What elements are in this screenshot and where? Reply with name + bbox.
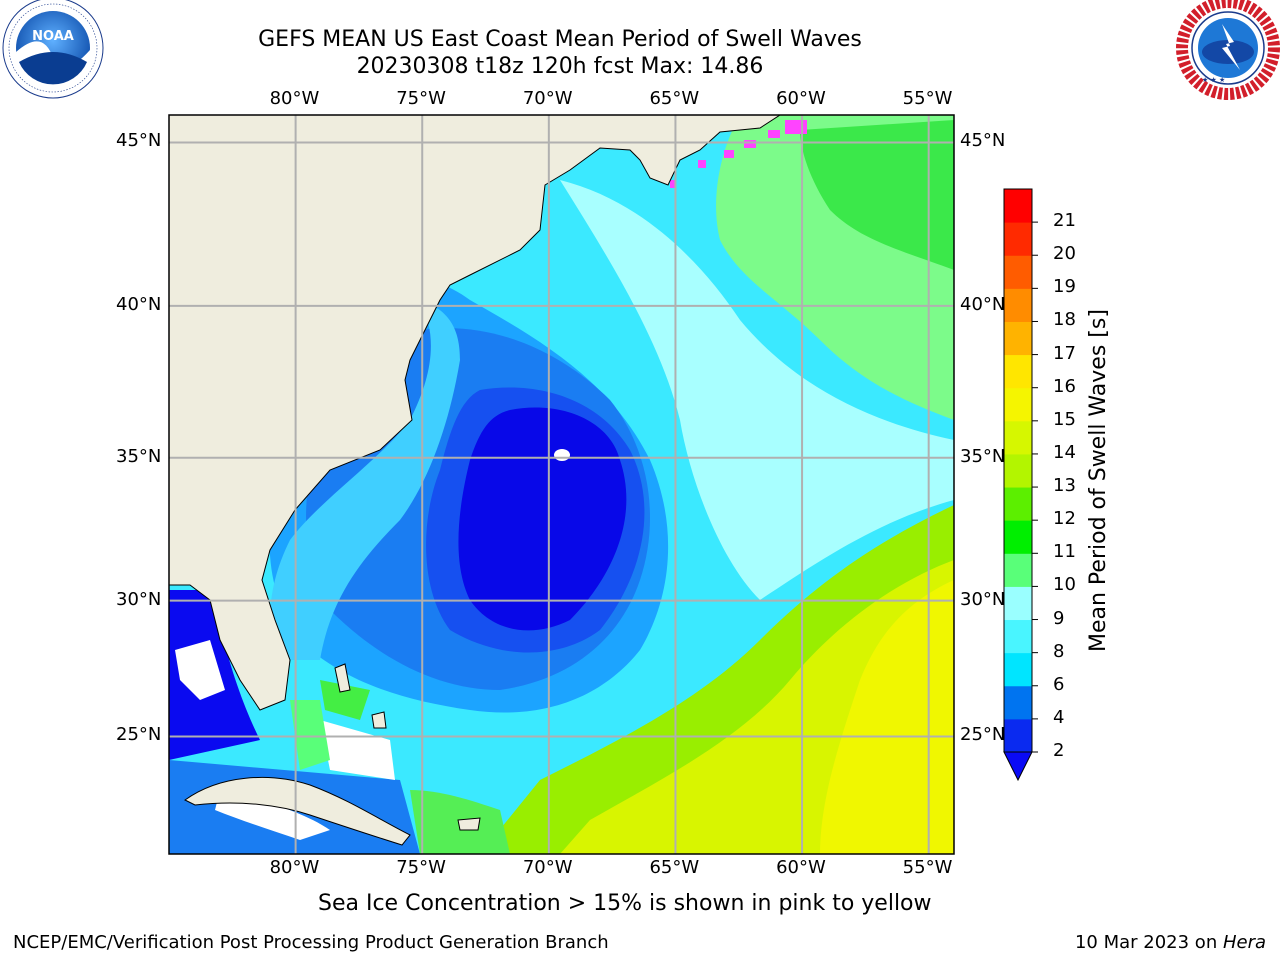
map-title: GEFS MEAN US East Coast Mean Period of S… — [258, 27, 862, 52]
colorbar-tick-label: 19 — [1053, 276, 1076, 298]
nws-logo: ★ ★ ★ — [1176, 0, 1280, 100]
colorbar-segment — [1004, 718, 1032, 753]
noaa-logo-text: NOAA — [32, 29, 74, 44]
colorbar-segment — [1004, 222, 1032, 256]
colorbar-tick-label: 20 — [1053, 243, 1076, 265]
footer-date: 10 Mar 2023 on Hera — [1075, 932, 1266, 953]
lat-tick-label: 40°N — [960, 293, 1006, 315]
colorbar-tick-label: 12 — [1053, 508, 1076, 530]
colorbar-tick-label: 2 — [1053, 740, 1065, 761]
colorbar-segment — [1004, 189, 1032, 223]
colorbar-tick-label: 14 — [1053, 441, 1076, 463]
colorbar-segment — [1004, 586, 1032, 621]
colorbar-tick-label: 9 — [1053, 607, 1065, 629]
lon-tick-label: 70°W — [522, 88, 573, 109]
north-america-land — [169, 115, 781, 711]
colorbar-tick-label: 15 — [1053, 408, 1076, 430]
colorbar-segment — [1004, 255, 1032, 289]
lon-tick-label: 60°W — [776, 857, 826, 878]
lon-tick-label: 80°W — [269, 88, 320, 109]
colorbar-segment — [1004, 553, 1032, 587]
swell-period-map — [169, 115, 954, 854]
colorbar-label: Mean Period of Swell Waves [s] — [1086, 309, 1111, 652]
map-frame — [168, 114, 955, 855]
colorbar-tick-label: 6 — [1053, 673, 1065, 695]
lat-tick-label: 35°N — [960, 445, 1006, 467]
sea-ice-note: Sea Ice Concentration > 15% is shown in … — [318, 891, 932, 916]
colorbar-segment — [1004, 487, 1032, 521]
colorbar-tick-label: 8 — [1053, 640, 1065, 662]
lat-tick-label: 40°N — [116, 293, 162, 315]
colorbar — [1003, 188, 1038, 782]
colorbar-tick-label: 10 — [1053, 574, 1076, 596]
colorbar-segment — [1004, 685, 1032, 720]
colorbar-segment — [1004, 387, 1032, 422]
colorbar-tick-label: 16 — [1053, 375, 1076, 397]
colorbar-under-arrow — [1003, 751, 1033, 782]
colorbar-frame — [1003, 188, 1033, 753]
noaa-logo: NOAA — [2, 0, 104, 99]
lat-tick-label: 30°N — [116, 588, 162, 610]
colorbar-tick-label: 13 — [1053, 475, 1076, 497]
map-graticule — [169, 115, 954, 854]
colorbar-segment — [1004, 453, 1032, 488]
lat-tick-label: 25°N — [960, 724, 1006, 746]
lat-tick-label: 30°N — [960, 588, 1006, 610]
lon-tick-label: 75°W — [396, 857, 446, 878]
colorbar-segment — [1004, 321, 1032, 356]
colorbar-segment — [1004, 520, 1032, 554]
map-subtitle: 20230308 t18z 120h fcst Max: 14.86 — [356, 54, 764, 79]
colorbar-tick-label: 4 — [1053, 706, 1065, 728]
lon-tick-label: 60°W — [776, 88, 826, 109]
lon-tick-label: 65°W — [649, 857, 700, 878]
colorbar-tick-label: 18 — [1053, 309, 1076, 331]
colorbar-segment — [1004, 652, 1032, 687]
footer-credit: NCEP/EMC/Verification Post Processing Pr… — [13, 932, 609, 953]
lon-tick-label: 65°W — [649, 88, 700, 109]
lat-tick-label: 35°N — [116, 445, 162, 467]
colorbar-segment — [1004, 288, 1032, 322]
lat-tick-label: 45°N — [960, 130, 1006, 152]
colorbar-segment — [1004, 354, 1032, 389]
lon-tick-label: 55°W — [902, 88, 953, 109]
colorbar-tick-label: 11 — [1053, 541, 1076, 563]
svg-text:★ ★ ★: ★ ★ ★ — [1202, 76, 1225, 84]
footer-date-text: 10 Mar 2023 on — [1074, 932, 1223, 953]
lat-tick-label: 25°N — [116, 724, 162, 746]
colorbar-tick-label: 21 — [1053, 210, 1076, 232]
lon-tick-label: 55°W — [902, 857, 953, 878]
colorbar-segment — [1004, 619, 1032, 654]
lon-tick-label: 80°W — [269, 857, 320, 878]
lon-tick-label: 70°W — [522, 857, 573, 878]
lon-tick-label: 75°W — [396, 88, 446, 109]
cuba-land — [184, 777, 411, 846]
colorbar-segment — [1004, 420, 1032, 455]
footer-host: Hera — [1222, 932, 1266, 953]
colorbar-tick-label: 17 — [1053, 342, 1076, 364]
lat-tick-label: 45°N — [116, 130, 162, 152]
